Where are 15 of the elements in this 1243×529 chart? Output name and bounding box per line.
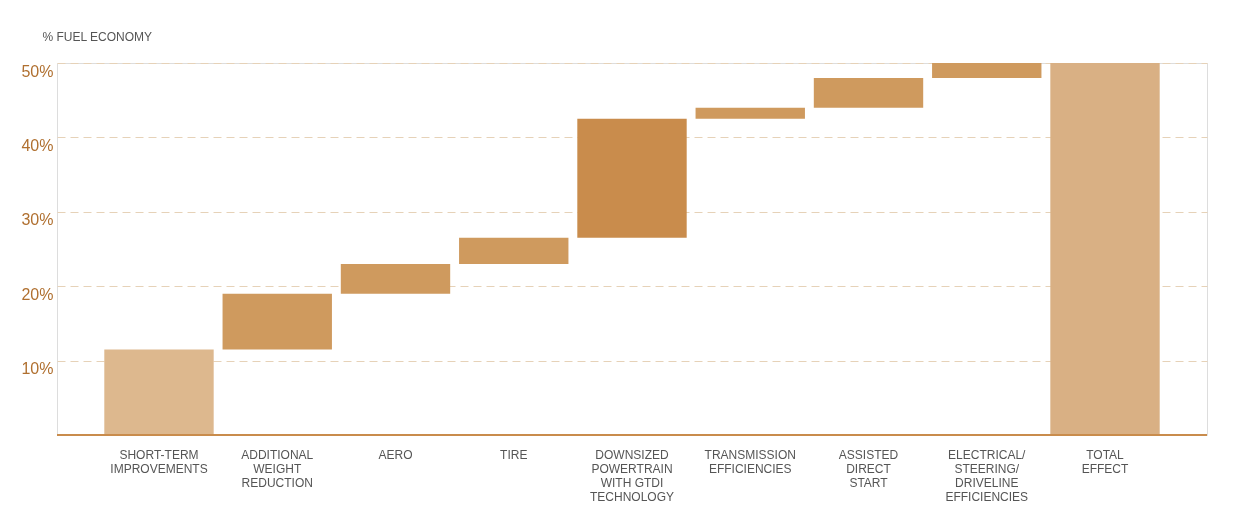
x-tick-label: ASSISTED DIRECT START (838, 447, 899, 490)
x-tick-label: TOTAL EFFECT (1081, 447, 1130, 476)
x-tick-label: ADDITIONAL WEIGHT REDUCTION (241, 447, 314, 490)
x-tick-label: TRANSMISSION EFFICIENCIES (704, 447, 796, 476)
x-tick-label: ELECTRICAL/ STEERING/ DRIVELINE EFFICIENCIES (945, 447, 1029, 504)
y-axis-title: % FUEL ECONOMY (42, 29, 153, 44)
y-tick-label: 20% (21, 285, 54, 303)
y-tick-label: 50% (21, 62, 54, 80)
x-tick-label: DOWNSIZED POWERTRAIN WITH GTDI TECHNOLOGY (589, 447, 675, 504)
x-tick-label: AERO (378, 447, 413, 462)
y-tick-label: 30% (21, 211, 54, 229)
x-tick-label: SHORT-TERM IMPROVEMENTS (110, 447, 208, 476)
y-tick-label: 10% (21, 360, 54, 378)
x-tick-label: TIRE (500, 447, 528, 462)
y-tick-label: 40% (21, 136, 54, 154)
